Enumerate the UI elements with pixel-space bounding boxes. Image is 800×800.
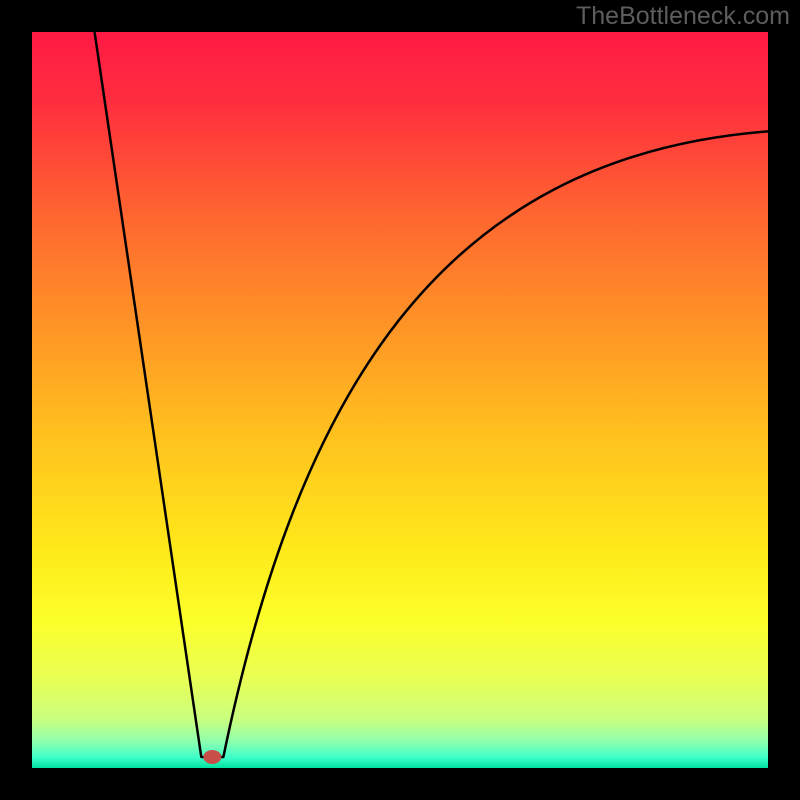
- chart-frame: TheBottleneck.com: [0, 0, 800, 800]
- notch-marker: [203, 750, 221, 764]
- plot-area: [32, 32, 768, 768]
- watermark-text: TheBottleneck.com: [576, 2, 790, 31]
- gradient-background: [32, 32, 768, 768]
- plot-svg: [32, 32, 768, 768]
